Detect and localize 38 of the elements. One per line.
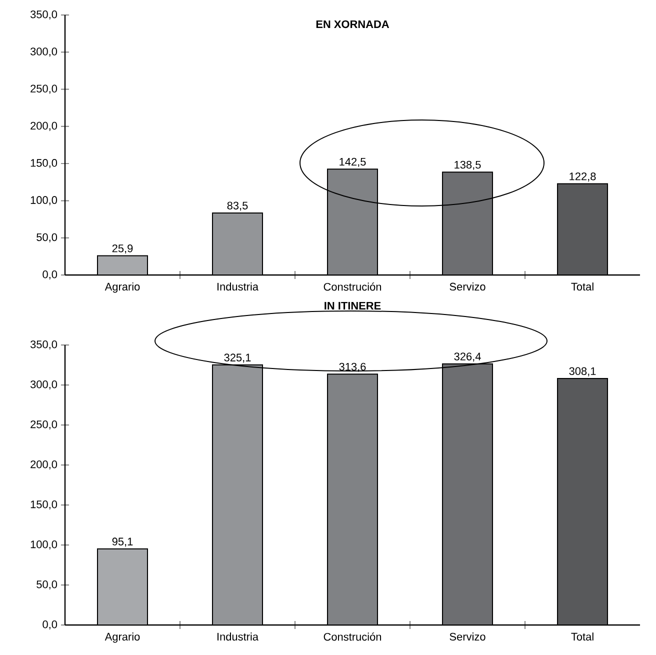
data-label: 326,4 <box>454 352 481 362</box>
x-tick-label: Industria <box>218 632 259 641</box>
data-label: 83,5 <box>227 202 248 211</box>
x-tick-label: Construción <box>324 632 382 641</box>
x-tick-label: Construción <box>324 282 382 291</box>
y-tick-label: 250,0 <box>30 420 58 430</box>
y-tick-label: 150,0 <box>30 500 58 510</box>
data-label: 142,5 <box>340 158 366 167</box>
data-label: 25,9 <box>112 244 133 254</box>
data-label: 313,6 <box>339 362 366 372</box>
y-tick-label: 0,0 <box>42 270 58 280</box>
x-tick-label: Agrario <box>104 632 140 643</box>
x-tick-label: Total <box>571 632 594 641</box>
y-tick-label: 350,0 <box>30 10 58 20</box>
chart-title: EN XORNADA <box>316 20 390 28</box>
chart-title: IN ITINERE <box>324 302 381 310</box>
data-label: 325,1 <box>224 354 251 363</box>
y-tick-label: 200,0 <box>30 460 58 470</box>
y-tick-label: 150,0 <box>30 159 58 168</box>
y-tick-label: 0,0 <box>42 620 58 630</box>
x-tick-label: Agrario <box>104 282 140 293</box>
data-label: 308,1 <box>569 367 596 376</box>
y-tick-label: 200,0 <box>30 122 58 131</box>
y-tick-label: 300,0 <box>30 380 58 390</box>
y-tick-label: 300,0 <box>30 48 58 57</box>
x-tick-label: Industria <box>218 282 259 291</box>
y-tick-label: 350,0 <box>30 340 58 350</box>
y-tick-label: 100,0 <box>30 196 58 206</box>
data-label: 95,1 <box>112 538 133 547</box>
x-tick-label: Servizo <box>450 282 486 291</box>
x-tick-label: Servizo <box>450 632 486 641</box>
data-label: 138,5 <box>454 160 481 170</box>
data-label: 122,8 <box>570 172 596 182</box>
y-tick-label: 50,0 <box>36 233 58 242</box>
y-tick-label: 50,0 <box>36 580 58 590</box>
x-tick-label: Total <box>571 282 594 291</box>
y-tick-label: 250,0 <box>30 84 58 94</box>
y-tick-label: 100,0 <box>30 540 58 550</box>
